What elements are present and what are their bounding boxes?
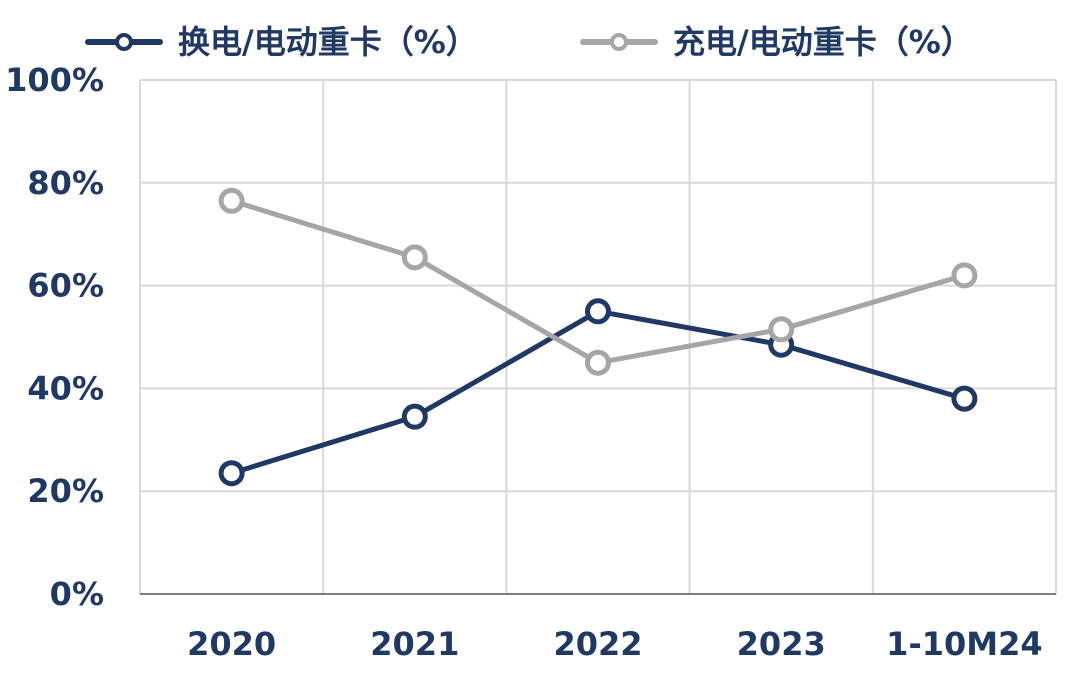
axes: 0% 20% 40% 60% 80% 100% 2020 2021 2022 2023 1-10M2… <box>5 61 1056 663</box>
series-2 <box>218 187 978 376</box>
data-point <box>585 349 611 376</box>
gridlines <box>139 79 1057 594</box>
y-tick-label: 100% <box>5 61 104 99</box>
series-1 <box>218 298 978 487</box>
x-tick-label: 2021 <box>370 625 459 663</box>
data-point <box>218 460 245 487</box>
x-tick-label: 2020 <box>187 625 276 663</box>
x-tick-label: 1-10M24 <box>886 625 1042 663</box>
data-point <box>768 316 795 343</box>
y-tick-label: 80% <box>27 164 104 202</box>
legend-label: 换电/电动重卡（%） <box>178 23 478 61</box>
x-tick-label: 2022 <box>553 625 642 663</box>
legend-marker <box>610 33 628 51</box>
data-point <box>401 403 428 430</box>
y-tick-label: 0% <box>50 575 104 613</box>
legend-label: 充电/电动重卡（%） <box>673 23 973 61</box>
data-point <box>585 298 611 325</box>
data-point <box>951 262 978 289</box>
legend: 换电/电动重卡（%） 充电/电动重卡（%） <box>85 23 973 61</box>
y-tick-label: 20% <box>27 472 104 510</box>
data-point <box>401 244 428 271</box>
y-tick-label: 40% <box>27 369 104 407</box>
data-point <box>218 187 245 214</box>
x-tick-label: 2023 <box>737 625 826 663</box>
series-line <box>229 198 967 366</box>
data-point <box>951 385 978 412</box>
y-tick-label: 60% <box>27 267 104 305</box>
legend-item: 换电/电动重卡（%） <box>85 23 478 61</box>
legend-item: 充电/电动重卡（%） <box>580 23 973 61</box>
series-line <box>229 308 967 476</box>
series-layer <box>218 187 978 487</box>
legend-marker <box>115 33 133 51</box>
